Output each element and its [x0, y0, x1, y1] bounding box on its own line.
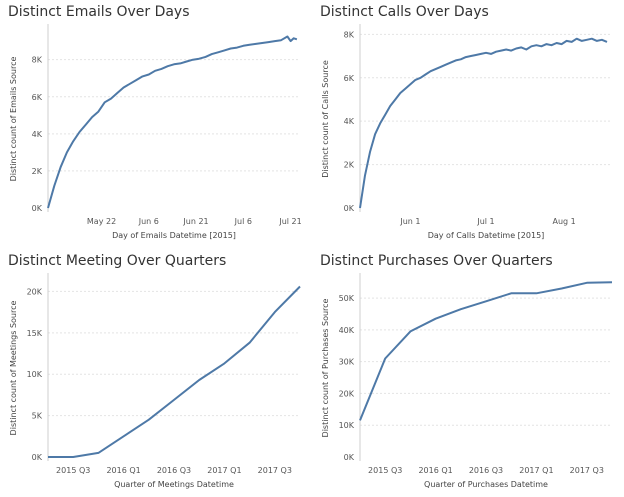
y-tick-label: 2K: [344, 161, 355, 170]
x-tick-label: Jul 6: [234, 217, 252, 226]
chart-title: Distinct Meeting Over Quarters: [8, 253, 227, 269]
x-tick-label: Jun 1: [399, 217, 420, 226]
x-tick-label: Jul 1: [476, 217, 494, 226]
y-tick-label: 2K: [32, 167, 43, 176]
x-tick-label: 2015 Q3: [368, 466, 402, 475]
series-line: [359, 281, 613, 421]
x-tick-label: Jul 21: [278, 217, 301, 226]
chart-meetings-panel: Distinct Meeting Over Quarters 0K 5K 10K 15…: [0, 249, 312, 497]
chart-emails-panel: Distinct Emails Over Days 0K 2K 4K 6K 8K May …: [0, 0, 312, 248]
y-tick-label: 8K: [344, 30, 355, 39]
chart-meetings: 0K 5K 10K 15K 20K 2015 Q3 2016 Q1 2016 Q3 2017 Q…: [9, 273, 301, 489]
y-tick-label: 0K: [344, 204, 355, 213]
y-axis-title: Distinct count of Emails Source: [9, 57, 18, 182]
x-tick-label: May 22: [87, 217, 116, 226]
chart-emails: 0K 2K 4K 6K 8K May 22 Jun 6 Jun 21 Jul 6 Jul 21 Da…: [9, 24, 302, 240]
x-axis-title: Day of Emails Datetime [2015]: [112, 231, 236, 240]
y-tick-label: 15K: [27, 329, 43, 338]
x-tick-label: 2016 Q1: [418, 466, 452, 475]
y-tick-label: 20K: [27, 287, 43, 296]
x-axis-title: Quarter of Meetings Datetime: [114, 480, 234, 489]
series-line: [359, 37, 608, 209]
chart-calls: 0K 2K 4K 6K 8K Jun 1 Jul 1 Aug 1 Day of Calls Da…: [321, 24, 612, 240]
chart-purchases: 0K 10K 20K 30K 40K 50K 2015 Q3 2016 Q1 2016 Q3 20…: [321, 273, 613, 489]
series-line: [48, 285, 301, 458]
x-axis-title: Day of Calls Datetime [2015]: [428, 231, 545, 240]
y-tick-label: 20K: [339, 389, 355, 398]
y-tick-label: 6K: [32, 93, 43, 102]
y-tick-label: 6K: [344, 74, 355, 83]
x-tick-label: 2017 Q3: [258, 466, 292, 475]
chart-title: Distinct Calls Over Days: [320, 4, 489, 20]
y-tick-label: 10K: [339, 421, 355, 430]
x-tick-label: Aug 1: [552, 217, 575, 226]
y-tick-label: 5K: [32, 412, 43, 421]
x-tick-label: Jun 6: [138, 217, 159, 226]
x-tick-label: 2017 Q3: [570, 466, 604, 475]
chart-title: Distinct Emails Over Days: [8, 4, 190, 20]
chart-title: Distinct Purchases Over Quarters: [320, 253, 553, 269]
y-tick-label: 0K: [32, 204, 43, 213]
y-tick-label: 0K: [344, 453, 355, 462]
y-tick-label: 40K: [339, 326, 355, 335]
x-axis-title: Quarter of Purchases Datetime: [424, 480, 548, 489]
y-tick-label: 4K: [344, 117, 355, 126]
x-tick-label: 2016 Q3: [157, 466, 191, 475]
x-tick-label: Jun 21: [182, 217, 208, 226]
x-tick-label: 2016 Q3: [469, 466, 503, 475]
x-tick-label: 2017 Q1: [519, 466, 553, 475]
chart-calls-panel: Distinct Calls Over Days 0K 2K 4K 6K 8K Jun 1…: [312, 0, 624, 248]
y-tick-label: 0K: [32, 453, 43, 462]
y-tick-label: 4K: [32, 130, 43, 139]
y-tick-label: 50K: [339, 294, 355, 303]
x-tick-label: 2017 Q1: [207, 466, 241, 475]
y-axis-title: Distinct count of Meetings Source: [9, 300, 18, 435]
y-axis-title: Distinct count of Purchases Source: [321, 298, 330, 437]
y-tick-label: 30K: [339, 358, 355, 367]
x-tick-label: 2015 Q3: [56, 466, 90, 475]
series-line: [47, 35, 298, 209]
x-tick-label: 2016 Q1: [106, 466, 140, 475]
chart-purchases-panel: Distinct Purchases Over Quarters 0K 10K 20…: [312, 249, 624, 497]
y-tick-label: 8K: [32, 56, 43, 65]
y-axis-title: Distinct count of Calls Source: [321, 60, 330, 178]
y-tick-label: 10K: [27, 370, 43, 379]
